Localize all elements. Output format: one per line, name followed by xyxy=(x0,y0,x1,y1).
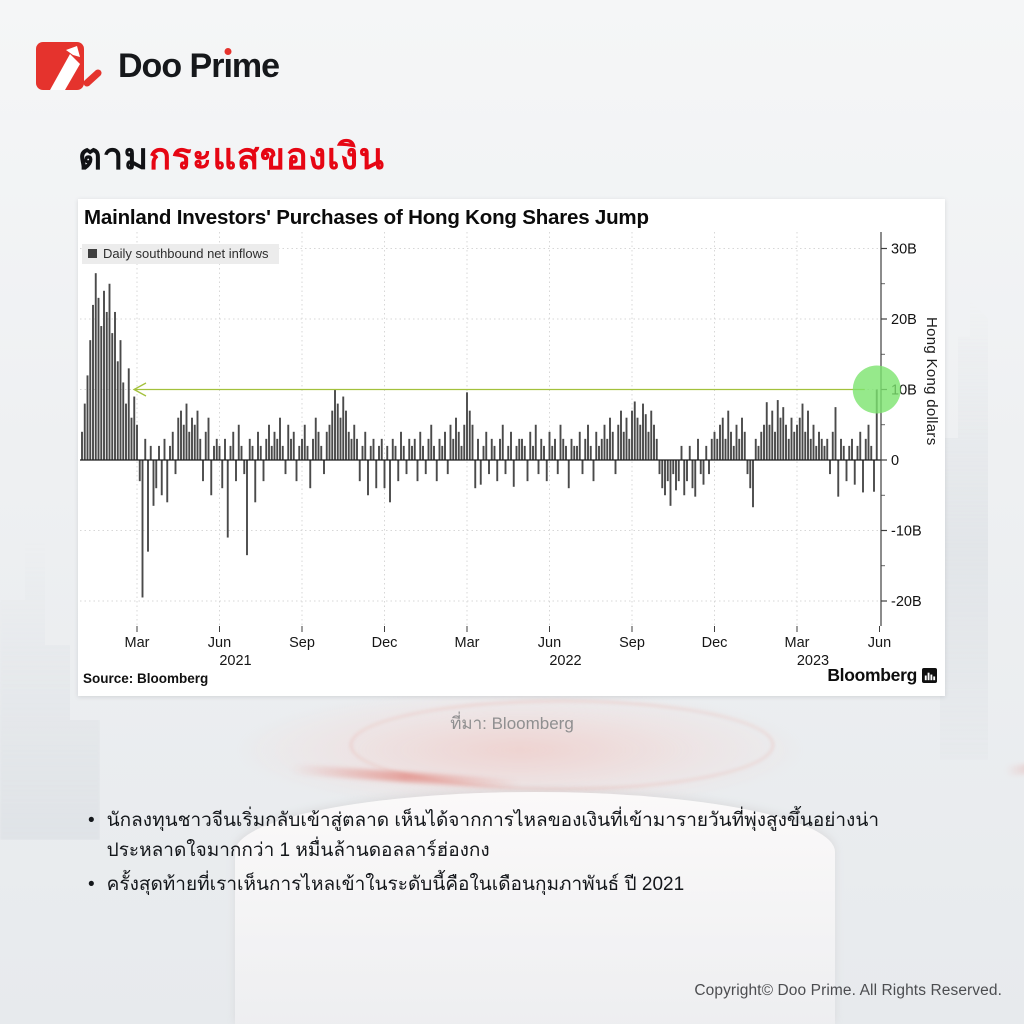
background-podium-glow xyxy=(240,690,800,810)
svg-text:Sep: Sep xyxy=(619,635,645,651)
legend-label: Daily southbound net inflows xyxy=(103,246,269,261)
svg-text:Jun: Jun xyxy=(538,635,561,651)
svg-text:Mar: Mar xyxy=(455,635,480,651)
svg-text:-10B: -10B xyxy=(891,524,922,540)
svg-text:Jun: Jun xyxy=(868,635,891,651)
doo-prime-logo-icon xyxy=(36,42,102,90)
svg-text:Mar: Mar xyxy=(125,635,150,651)
svg-text:Sep: Sep xyxy=(289,635,315,651)
svg-text:20B: 20B xyxy=(891,312,917,328)
svg-text:Dec: Dec xyxy=(372,635,398,651)
background-red-streak-left xyxy=(289,763,521,791)
page-title-black: ตาม xyxy=(78,136,149,177)
y-axis-label: Hong Kong dollars xyxy=(923,317,940,446)
bullet-text: นักลงทุนชาวจีนเริ่มกลับเข้าสู่ตลาด เห็นไ… xyxy=(106,810,879,862)
background-red-streak-right xyxy=(1004,753,1024,777)
svg-text:2023: 2023 xyxy=(797,653,829,669)
svg-text:Jun: Jun xyxy=(208,635,231,651)
svg-text:Dec: Dec xyxy=(702,635,728,651)
page-title: ตามกระแสของเงิน xyxy=(78,127,384,186)
chart-caption: ที่มา: Bloomberg xyxy=(450,714,574,733)
page-title-red: กระแสของเงิน xyxy=(148,136,385,177)
doo-prime-wordmark: Doo Prıme xyxy=(118,47,280,85)
svg-text:2021: 2021 xyxy=(219,653,251,669)
bullet-list: • นักลงทุนชาวจีนเริ่มกลับเข้าสู่ตลาด เห็… xyxy=(88,806,946,904)
source-label: Source: Bloomberg xyxy=(83,671,209,686)
bloomberg-attribution: Bloomberg xyxy=(827,665,937,686)
copyright: Copyright© Doo Prime. All Rights Reserve… xyxy=(694,982,1002,999)
bullet-glyph: • xyxy=(88,874,95,896)
chart-card: 30B 20B 10B 0 -10B -20B Mar Jun Sep Dec Mar Jun Sep D… xyxy=(78,199,945,696)
doo-prime-logo: Doo Prıme xyxy=(36,41,280,91)
bullet-item: • นักลงทุนชาวจีนเริ่มกลับเข้าสู่ตลาด เห็… xyxy=(88,806,946,866)
chart-title: Mainland Investors' Purchases of Hong Ko… xyxy=(84,206,649,229)
legend-swatch-icon xyxy=(88,249,97,258)
chart-legend: Daily southbound net inflows xyxy=(82,244,279,264)
bullet-item: • ครั้งสุดท้ายที่เราเห็นการไหลเข้าในระดั… xyxy=(88,870,946,900)
bloomberg-wordmark: Bloomberg xyxy=(827,665,917,685)
svg-text:-20B: -20B xyxy=(891,594,922,610)
svg-text:2022: 2022 xyxy=(549,653,581,669)
bloomberg-mark-icon xyxy=(922,668,937,683)
bullet-glyph: • xyxy=(88,810,95,831)
svg-text:0: 0 xyxy=(891,453,899,469)
bullet-text: ครั้งสุดท้ายที่เราเห็นการไหลเข้าในระดับน… xyxy=(106,874,685,896)
svg-text:30B: 30B xyxy=(891,242,917,258)
svg-text:Mar: Mar xyxy=(785,635,810,651)
